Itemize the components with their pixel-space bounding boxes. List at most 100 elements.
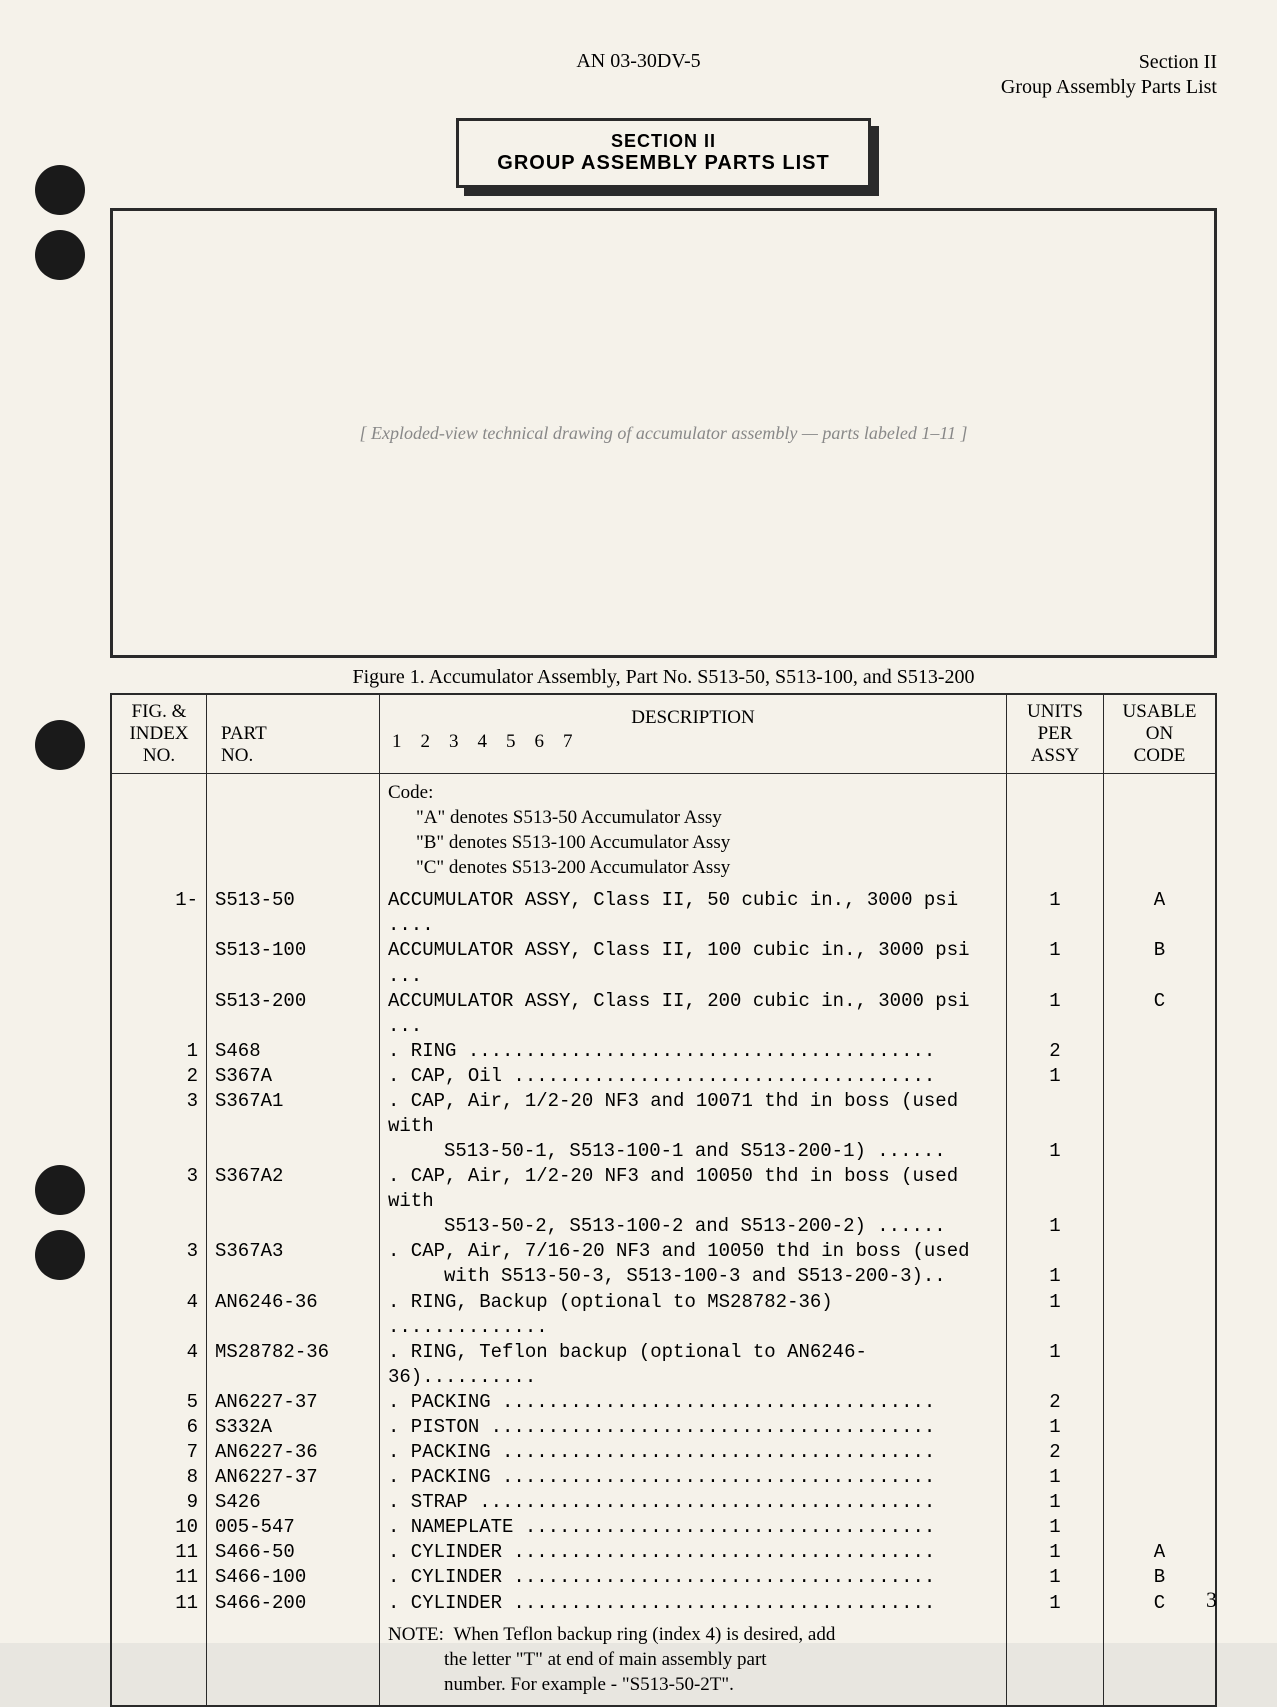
cell-code xyxy=(1104,1039,1217,1064)
cell-code: A xyxy=(1104,888,1217,938)
cell-code xyxy=(1104,1515,1217,1540)
code-a: "A" denotes S513-50 Accumulator Assy xyxy=(388,805,998,830)
code-intro: Code: xyxy=(388,782,433,803)
table-row: S513-50-2, S513-100-2 and S513-200-2) ..… xyxy=(111,1214,1216,1239)
cell-units: 1 xyxy=(1007,1591,1104,1616)
th-code: USABLE ON CODE xyxy=(1104,694,1217,774)
cell-part-no: S367A xyxy=(207,1064,380,1089)
page-number: 3 xyxy=(1206,1587,1217,1613)
cell-part-no: 005-547 xyxy=(207,1515,380,1540)
cell-units xyxy=(1007,1164,1104,1214)
cell-code xyxy=(1104,1089,1217,1139)
cell-description: . CYLINDER .............................… xyxy=(380,1540,1007,1565)
cell-description: . PACKING ..............................… xyxy=(380,1440,1007,1465)
cell-part-no: S426 xyxy=(207,1490,380,1515)
table-row: 5AN6227-37. PACKING ....................… xyxy=(111,1390,1216,1415)
cell-part-no: S513-50 xyxy=(207,888,380,938)
cell-units: 2 xyxy=(1007,1390,1104,1415)
cell-index: 3 xyxy=(111,1239,207,1264)
cell-units: 1 xyxy=(1007,1415,1104,1440)
banner-line-1: SECTION II xyxy=(497,131,829,152)
cell-description: . CYLINDER .............................… xyxy=(380,1591,1007,1616)
cell-units: 1 xyxy=(1007,1064,1104,1089)
cell-index: 3 xyxy=(111,1089,207,1139)
figure-drawing: [ Exploded-view technical drawing of acc… xyxy=(110,208,1217,658)
cell-units: 1 xyxy=(1007,1290,1104,1340)
cell-index xyxy=(111,1264,207,1289)
cell-description: . PACKING ..............................… xyxy=(380,1390,1007,1415)
cell-code: C xyxy=(1104,989,1217,1039)
cell-code: C xyxy=(1104,1591,1217,1616)
cell-part-no: S468 xyxy=(207,1039,380,1064)
table-row: S513-200ACCUMULATOR ASSY, Class II, 200 … xyxy=(111,989,1216,1039)
cell-units: 2 xyxy=(1007,1039,1104,1064)
table-row: 7AN6227-36. PACKING ....................… xyxy=(111,1440,1216,1465)
note-l3: number. For example - "S513-50-2T". xyxy=(388,1672,998,1697)
table-row: 11S466-50. CYLINDER ....................… xyxy=(111,1540,1216,1565)
cell-units: 2 xyxy=(1007,1440,1104,1465)
cell-description: . PACKING ..............................… xyxy=(380,1465,1007,1490)
note-l2: the letter "T" at end of main assembly p… xyxy=(388,1647,998,1672)
table-row: S513-50-1, S513-100-1 and S513-200-1) ..… xyxy=(111,1139,1216,1164)
cell-code: B xyxy=(1104,1565,1217,1590)
punch-hole xyxy=(35,230,85,280)
cell-description: . CAP, Air, 7/16-20 NF3 and 10050 thd in… xyxy=(380,1239,1007,1264)
cell-units: 1 xyxy=(1007,1515,1104,1540)
cell-index xyxy=(111,989,207,1039)
cell-index: 11 xyxy=(111,1540,207,1565)
cell-units: 1 xyxy=(1007,1565,1104,1590)
cell-description: . CAP, Air, 1/2-20 NF3 and 10071 thd in … xyxy=(380,1089,1007,1139)
cell-index: 11 xyxy=(111,1591,207,1616)
cell-description: . RING .................................… xyxy=(380,1039,1007,1064)
doc-number: AN 03-30DV-5 xyxy=(576,50,700,73)
punch-hole xyxy=(35,1230,85,1280)
th-description: DESCRIPTION 1 2 3 4 5 6 7 xyxy=(380,694,1007,774)
section-title: Group Assembly Parts List xyxy=(1001,75,1217,100)
cell-code xyxy=(1104,1264,1217,1289)
note-label: NOTE: xyxy=(388,1624,444,1645)
code-b: "B" denotes S513-100 Accumulator Assy xyxy=(388,830,998,855)
cell-units: 1 xyxy=(1007,888,1104,938)
table-row: 1-S513-50ACCUMULATOR ASSY, Class II, 50 … xyxy=(111,888,1216,938)
page: AN 03-30DV-5 Section II Group Assembly P… xyxy=(0,0,1277,1643)
cell-part-no: AN6227-37 xyxy=(207,1390,380,1415)
cell-code xyxy=(1104,1390,1217,1415)
cell-index: 3 xyxy=(111,1164,207,1214)
cell-index: 11 xyxy=(111,1565,207,1590)
table-row: 11S466-100. CYLINDER ...................… xyxy=(111,1565,1216,1590)
cell-part-no xyxy=(207,1139,380,1164)
note-l1: When Teflon backup ring (index 4) is des… xyxy=(453,1624,835,1645)
cell-description: . CAP, Oil .............................… xyxy=(380,1064,1007,1089)
table-row: 11S466-200. CYLINDER ...................… xyxy=(111,1591,1216,1616)
cell-code xyxy=(1104,1139,1217,1164)
table-row: 1S468. RING ............................… xyxy=(111,1039,1216,1064)
cell-index xyxy=(111,938,207,988)
code-c: "C" denotes S513-200 Accumulator Assy xyxy=(388,855,998,880)
figure-placeholder: [ Exploded-view technical drawing of acc… xyxy=(359,423,967,444)
cell-code: A xyxy=(1104,1540,1217,1565)
cell-units: 1 xyxy=(1007,1490,1104,1515)
cell-index: 10 xyxy=(111,1515,207,1540)
table-row: with S513-50-3, S513-100-3 and S513-200-… xyxy=(111,1264,1216,1289)
cell-units: 1 xyxy=(1007,1340,1104,1390)
cell-description: . RING, Backup (optional to MS28782-36) … xyxy=(380,1290,1007,1340)
table-row: 10005-547. NAMEPLATE ...................… xyxy=(111,1515,1216,1540)
cell-index: 1- xyxy=(111,888,207,938)
th-fig-index: FIG. & INDEX NO. xyxy=(111,694,207,774)
cell-index xyxy=(111,1139,207,1164)
cell-index xyxy=(111,1214,207,1239)
cell-code xyxy=(1104,1490,1217,1515)
cell-code: B xyxy=(1104,938,1217,988)
th-part-no: PART NO. xyxy=(207,694,380,774)
cell-units: 1 xyxy=(1007,938,1104,988)
cell-index: 1 xyxy=(111,1039,207,1064)
table-row: S513-100ACCUMULATOR ASSY, Class II, 100 … xyxy=(111,938,1216,988)
punch-hole xyxy=(35,720,85,770)
punch-hole xyxy=(35,1165,85,1215)
cell-units: 1 xyxy=(1007,1540,1104,1565)
cell-description: . CYLINDER .............................… xyxy=(380,1565,1007,1590)
table-row: 9S426. STRAP ...........................… xyxy=(111,1490,1216,1515)
cell-units: 1 xyxy=(1007,1465,1104,1490)
cell-part-no: AN6227-37 xyxy=(207,1465,380,1490)
cell-description: ACCUMULATOR ASSY, Class II, 100 cubic in… xyxy=(380,938,1007,988)
